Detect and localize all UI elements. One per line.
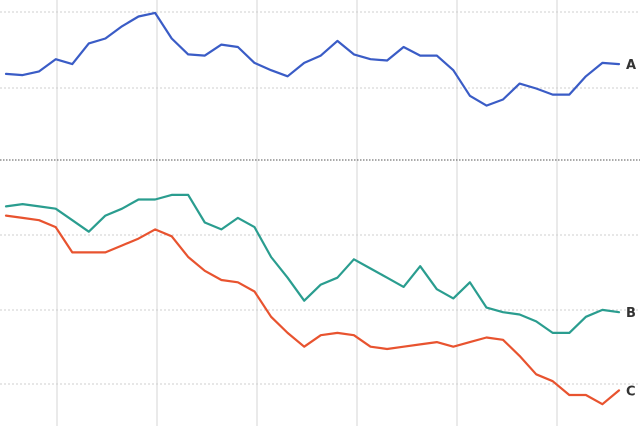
series-line-c: [4, 214, 621, 406]
series-labels: A B C: [626, 58, 636, 399]
series-label-a: A: [626, 58, 636, 73]
series-layer: [4, 11, 621, 406]
series-label-c: C: [626, 384, 636, 399]
series-label-b: B: [626, 306, 636, 321]
series-line-b: [4, 193, 621, 334]
series-line-a: [4, 11, 621, 107]
